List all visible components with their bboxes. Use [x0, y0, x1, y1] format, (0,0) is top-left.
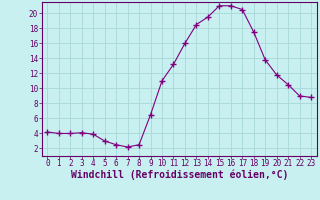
X-axis label: Windchill (Refroidissement éolien,°C): Windchill (Refroidissement éolien,°C): [70, 170, 288, 180]
